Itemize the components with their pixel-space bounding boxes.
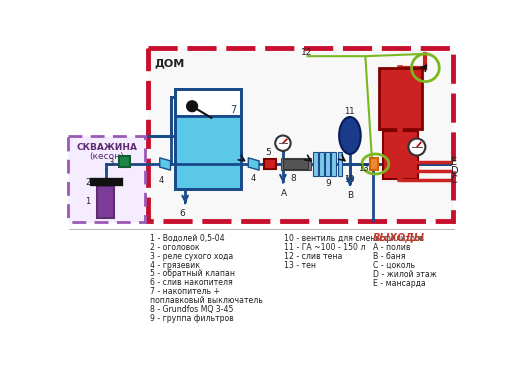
Bar: [68, 135, 145, 222]
Polygon shape: [248, 158, 259, 170]
Text: 8 - Grundfos MQ 3-45: 8 - Grundfos MQ 3-45: [150, 305, 233, 314]
Text: 2 - оголовок: 2 - оголовок: [150, 243, 199, 252]
Text: 4: 4: [250, 174, 256, 183]
Text: 9: 9: [325, 179, 330, 188]
Bar: [325, 153, 329, 176]
Text: 11 - ГА ~100 - 150 л: 11 - ГА ~100 - 150 л: [284, 243, 365, 252]
Text: 1: 1: [85, 197, 90, 206]
Text: В - баня: В - баня: [372, 252, 405, 261]
Bar: [295, 158, 303, 170]
Text: 4: 4: [158, 176, 163, 185]
Bar: [369, 158, 377, 170]
Text: 10: 10: [344, 175, 354, 184]
Bar: [148, 48, 452, 221]
Bar: [288, 158, 295, 170]
Bar: [331, 153, 335, 176]
Bar: [280, 158, 288, 170]
Bar: [282, 159, 307, 169]
Text: 2: 2: [85, 178, 90, 187]
Text: 3: 3: [108, 158, 114, 167]
Bar: [263, 158, 275, 169]
Text: 13: 13: [358, 164, 369, 173]
Circle shape: [186, 101, 197, 112]
Bar: [175, 89, 240, 116]
Bar: [319, 153, 323, 176]
Text: D - жилой этаж: D - жилой этаж: [372, 270, 436, 279]
Text: С - цоколь: С - цоколь: [372, 261, 414, 270]
Bar: [119, 156, 130, 167]
Ellipse shape: [338, 117, 360, 154]
Text: (кесон): (кесон): [89, 152, 124, 161]
Text: А - полив: А - полив: [372, 243, 410, 252]
Text: 12 - слив тена: 12 - слив тена: [284, 252, 342, 261]
Text: D: D: [450, 166, 458, 176]
Text: C: C: [450, 175, 457, 185]
Text: 11: 11: [343, 107, 354, 116]
Text: ВЫХОДЫ: ВЫХОДЫ: [372, 232, 424, 243]
Text: 5 - обратный клапан: 5 - обратный клапан: [150, 269, 234, 279]
Text: E: E: [450, 157, 456, 167]
Bar: [313, 153, 317, 176]
Bar: [97, 186, 114, 218]
Polygon shape: [159, 158, 170, 170]
Text: 6 - слив накопителя: 6 - слив накопителя: [150, 278, 232, 287]
Text: ДОМ: ДОМ: [154, 58, 184, 68]
Text: 13 - тен: 13 - тен: [284, 261, 316, 270]
Text: E - мансарда: E - мансарда: [372, 279, 425, 288]
Circle shape: [275, 135, 290, 151]
Bar: [382, 131, 417, 179]
Text: 10 - вентиль для смены фильтров: 10 - вентиль для смены фильтров: [284, 234, 424, 243]
Text: 7: 7: [230, 105, 236, 115]
Circle shape: [408, 139, 425, 155]
Bar: [303, 158, 311, 170]
Text: B: B: [347, 191, 353, 200]
Text: 4 - грязевик: 4 - грязевик: [150, 261, 200, 270]
Bar: [175, 89, 240, 189]
Text: 9 - группа фильтров: 9 - группа фильтров: [150, 314, 233, 323]
Bar: [175, 116, 240, 189]
Text: 5: 5: [265, 148, 270, 157]
Text: 12: 12: [300, 48, 312, 57]
Text: СКВАЖИНА: СКВАЖИНА: [76, 143, 137, 152]
Bar: [337, 153, 342, 176]
Bar: [379, 68, 421, 129]
Text: 7 - накопитель +: 7 - накопитель +: [150, 287, 219, 296]
Text: 6: 6: [179, 209, 185, 218]
Text: 1 - Водолей 0,5-04: 1 - Водолей 0,5-04: [150, 234, 224, 243]
Text: поплавковый выключатель: поплавковый выключатель: [150, 296, 262, 305]
Text: 8: 8: [290, 174, 296, 183]
Text: 3 - реле сухого хода: 3 - реле сухого хода: [150, 252, 233, 261]
Text: A: A: [280, 189, 286, 198]
